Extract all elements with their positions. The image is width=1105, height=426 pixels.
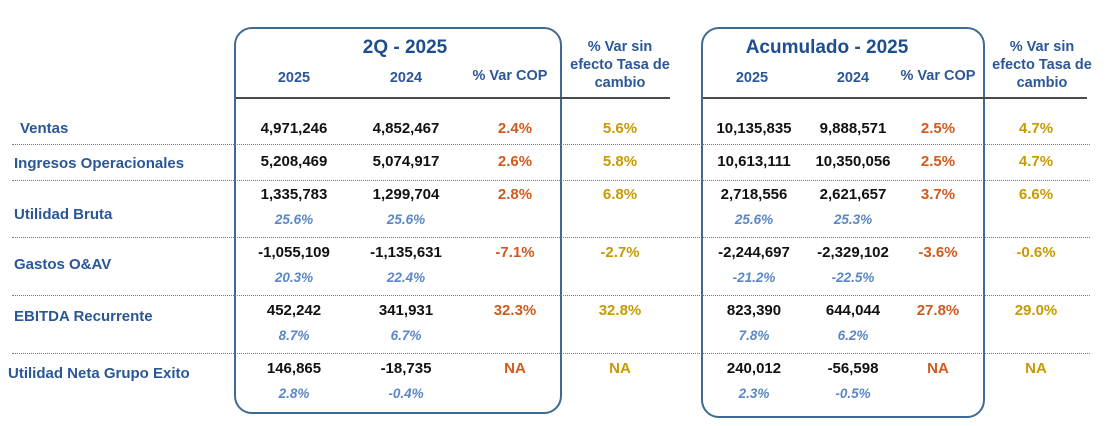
q-gastos-var-cop: -7.1% <box>495 244 535 261</box>
row-separator <box>12 353 1090 354</box>
q-ventas-2024: 4,852,467 <box>372 120 440 137</box>
acc-col-2024: 2024 <box>836 70 870 86</box>
acc-gastos-2024: -2,329,102 <box>817 244 889 261</box>
q-ingresos-2025: 5,208,469 <box>260 153 328 170</box>
q-ingresos-2024: 5,074,917 <box>372 153 440 170</box>
acc-ventas-2024: 9,888,571 <box>819 120 887 137</box>
q-ubruta-2024-pct: 25.6% <box>386 212 426 227</box>
acc-uneta-2025-pct: 2.3% <box>738 386 770 401</box>
q-uneta-2025-pct: 2.8% <box>278 386 310 401</box>
q-ubruta-2025-pct: 25.6% <box>274 212 314 227</box>
q-ventas-var-tasa: 5.6% <box>602 120 638 137</box>
acc-ebitda-2025-pct: 7.8% <box>738 328 770 343</box>
accumulated-title: Acumulado - 2025 <box>745 37 909 58</box>
q-col-var-tasa: % Var sin efecto Tasa de cambio <box>570 39 670 91</box>
q-ebitda-2025: 452,242 <box>266 302 322 319</box>
acc-col-var-tasa: % Var sin efecto Tasa de cambio <box>992 39 1092 91</box>
row-separator <box>12 237 1090 238</box>
acc-uneta-var-tasa: NA <box>1025 360 1047 377</box>
q-uneta-2024-pct: -0.4% <box>388 386 424 401</box>
acc-ebitda-2024: 644,044 <box>825 302 881 319</box>
q-ingresos-var-cop: 2.6% <box>497 153 533 170</box>
acc-gastos-2025-pct: -21.2% <box>732 270 776 285</box>
acc-ingresos-2024: 10,350,056 <box>815 153 891 170</box>
q-gastos-2025: -1,055,109 <box>258 244 330 261</box>
row-separator <box>12 180 1090 181</box>
acc-ubruta-2025-pct: 25.6% <box>734 212 774 227</box>
q-ubruta-var-cop: 2.8% <box>497 186 533 203</box>
acc-gastos-2025: -2,244,697 <box>718 244 790 261</box>
q-uneta-var-cop: NA <box>504 360 526 377</box>
q-col-2025: 2025 <box>277 70 311 86</box>
row-label-ebitda: EBITDA Recurrente <box>14 308 153 325</box>
acc-ubruta-var-tasa: 6.6% <box>1018 186 1054 203</box>
acc-uneta-2024: -56,598 <box>827 360 879 377</box>
row-label-gastos: Gastos O&AV <box>14 256 112 273</box>
row-label-ventas: Ventas <box>20 120 69 137</box>
acc-ebitda-var-cop: 27.8% <box>916 302 960 319</box>
q-uneta-2025: 146,865 <box>266 360 322 377</box>
acc-ubruta-2025: 2,718,556 <box>720 186 788 203</box>
acc-uneta-2024-pct: -0.5% <box>835 386 871 401</box>
q-ventas-2025: 4,971,246 <box>260 120 328 137</box>
acc-ingresos-var-tasa: 4.7% <box>1018 153 1054 170</box>
q-ubruta-var-tasa: 6.8% <box>602 186 638 203</box>
q-col-var-cop: % Var COP <box>472 68 548 84</box>
accumulated-frame <box>701 27 985 418</box>
acc-ubruta-2024: 2,621,657 <box>819 186 887 203</box>
acc-ebitda-var-tasa: 29.0% <box>1014 302 1058 319</box>
q-ebitda-var-tasa: 32.8% <box>598 302 642 319</box>
acc-ubruta-var-cop: 3.7% <box>920 186 956 203</box>
q-ubruta-2025: 1,335,783 <box>260 186 328 203</box>
q-gastos-2024: -1,135,631 <box>370 244 442 261</box>
acc-ventas-var-tasa: 4.7% <box>1018 120 1054 137</box>
acc-uneta-var-cop: NA <box>927 360 949 377</box>
row-label-ingresos: Ingresos Operacionales <box>14 155 185 172</box>
q-gastos-2024-pct: 22.4% <box>386 270 426 285</box>
q-ubruta-2024: 1,299,704 <box>372 186 440 203</box>
acc-gastos-var-cop: -3.6% <box>918 244 958 261</box>
q-ebitda-2024-pct: 6.7% <box>390 328 422 343</box>
acc-ingresos-var-cop: 2.5% <box>920 153 956 170</box>
row-separator <box>12 144 1090 145</box>
row-label-utilidad-bruta: Utilidad Bruta <box>14 206 113 223</box>
q-ebitda-2025-pct: 8.7% <box>278 328 310 343</box>
q-header-underline <box>236 97 670 99</box>
acc-ubruta-2024-pct: 25.3% <box>833 212 873 227</box>
q-ventas-var-cop: 2.4% <box>497 120 533 137</box>
acc-ventas-var-cop: 2.5% <box>920 120 956 137</box>
q-ebitda-2024: 341,931 <box>378 302 434 319</box>
q-uneta-2024: -18,735 <box>380 360 432 377</box>
q-col-2024: 2024 <box>389 70 423 86</box>
acc-gastos-var-tasa: -0.6% <box>1016 244 1056 261</box>
q-gastos-var-tasa: -2.7% <box>600 244 640 261</box>
q-ingresos-var-tasa: 5.8% <box>602 153 638 170</box>
quarter-frame <box>234 27 562 414</box>
quarter-title: 2Q - 2025 <box>362 37 448 58</box>
acc-ebitda-2025: 823,390 <box>726 302 782 319</box>
acc-col-2025: 2025 <box>735 70 769 86</box>
row-separator <box>12 295 1090 296</box>
acc-gastos-2024-pct: -22.5% <box>831 270 875 285</box>
acc-col-var-cop: % Var COP <box>900 68 976 84</box>
acc-ebitda-2024-pct: 6.2% <box>837 328 869 343</box>
acc-header-underline <box>703 97 1087 99</box>
acc-ingresos-2025: 10,613,111 <box>717 153 791 170</box>
acc-ventas-2025: 10,135,835 <box>716 120 792 137</box>
row-label-utilidad-neta: Utilidad Neta Grupo Exito <box>8 365 190 382</box>
q-uneta-var-tasa: NA <box>609 360 631 377</box>
q-ebitda-var-cop: 32.3% <box>493 302 537 319</box>
q-gastos-2025-pct: 20.3% <box>274 270 314 285</box>
acc-uneta-2025: 240,012 <box>726 360 782 377</box>
